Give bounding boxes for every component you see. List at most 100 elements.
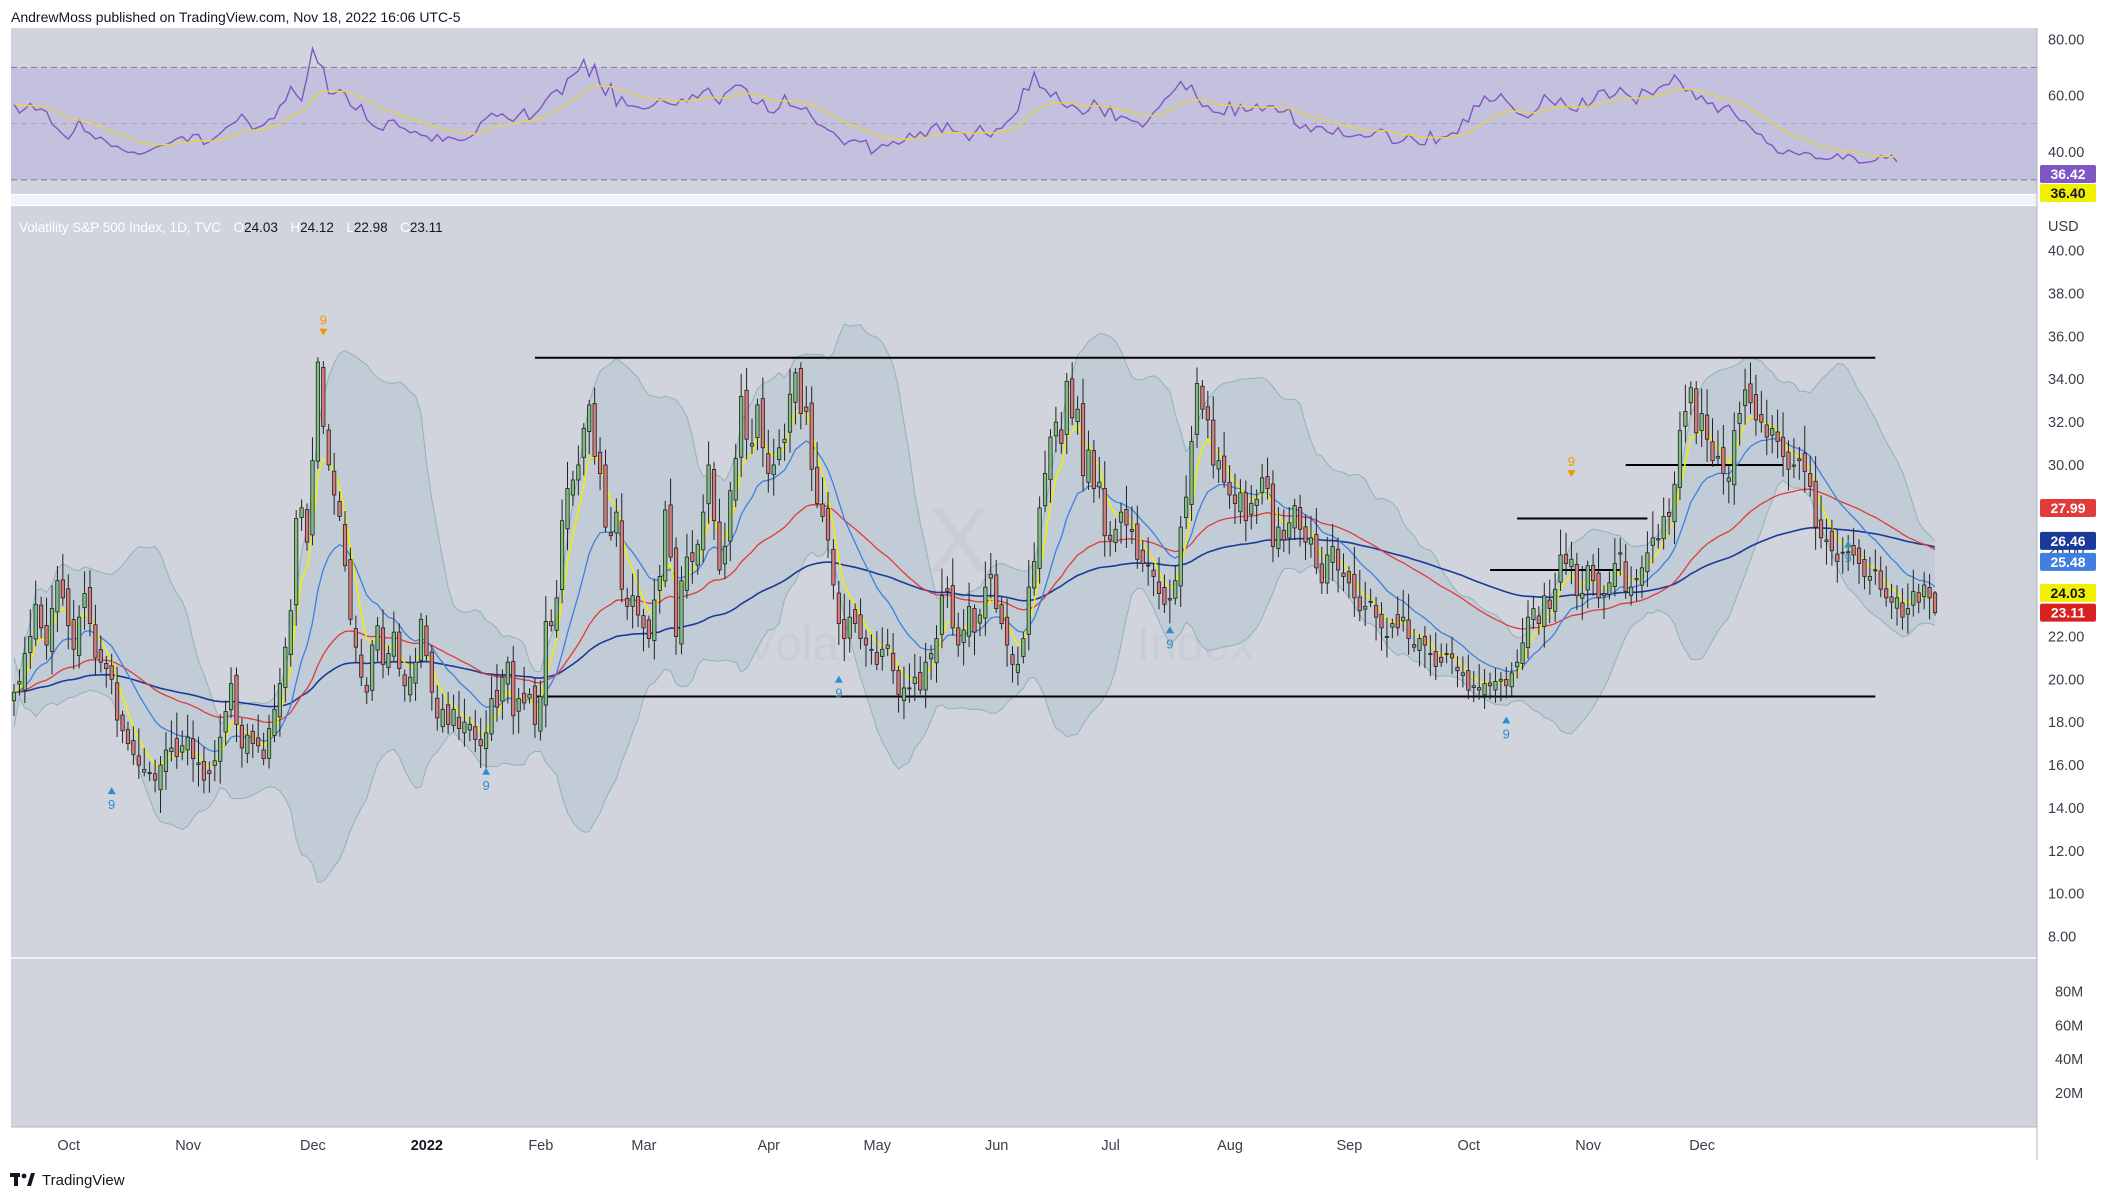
candle — [896, 665, 901, 713]
candle-body — [1715, 455, 1721, 459]
candle-body — [1867, 576, 1872, 581]
candle-body — [1363, 606, 1368, 610]
candle-body — [1775, 431, 1780, 442]
candle-body — [1319, 563, 1324, 584]
candle — [1498, 672, 1503, 702]
candle-body — [1216, 460, 1221, 470]
candle — [831, 539, 836, 600]
candle — [283, 637, 288, 703]
candle-body — [820, 503, 825, 517]
time-tick-label: Aug — [1217, 1138, 1243, 1154]
candle-body — [760, 398, 765, 449]
price-tick-label: 18.00 — [2048, 715, 2084, 731]
candle-body — [1531, 608, 1536, 620]
candle — [820, 477, 825, 523]
candle-body — [234, 674, 239, 725]
candle-body — [250, 730, 255, 745]
candle-body — [1444, 653, 1449, 655]
time-tick-label: Jun — [985, 1138, 1008, 1154]
candle — [1319, 546, 1324, 594]
candle-body — [304, 509, 310, 543]
candle — [1705, 389, 1710, 462]
candle — [1471, 670, 1476, 703]
candle-body — [994, 574, 999, 609]
candle — [467, 716, 472, 742]
candle-body — [1330, 546, 1335, 563]
candle-body — [1520, 642, 1525, 664]
candle — [760, 377, 765, 468]
footer-brand[interactable]: TradingView — [42, 1171, 125, 1189]
candle — [1004, 598, 1010, 667]
candle-body — [1916, 592, 1921, 603]
price-tag: 24.03 — [2040, 583, 2096, 602]
price-tag-label: 23.11 — [2051, 605, 2085, 621]
candle-body — [663, 509, 668, 582]
chart[interactable]: VIX, 1D Volatility S&P 500 Index 9999999… — [0, 0, 2109, 1163]
candle — [869, 634, 874, 665]
candle-body — [1677, 430, 1683, 488]
candle — [201, 746, 207, 794]
candle-body — [1580, 593, 1585, 599]
rsi-tag-label: 36.40 — [2050, 185, 2085, 201]
candle-body — [1080, 403, 1086, 477]
candle — [1238, 479, 1243, 524]
candle-body — [1710, 441, 1715, 462]
sequential-count: 9 — [320, 313, 327, 328]
price-tag: 27.99 — [2040, 499, 2096, 518]
candle — [1748, 362, 1753, 414]
candle-body — [597, 451, 603, 474]
time-tick-label: 2022 — [411, 1138, 443, 1154]
tradingview-logo-icon[interactable] — [10, 1172, 36, 1188]
candle-body — [364, 684, 369, 693]
candle-body — [228, 683, 234, 711]
candle — [1607, 571, 1612, 600]
candle — [1515, 649, 1520, 679]
candle — [153, 759, 158, 793]
candle — [1222, 431, 1227, 488]
candle — [1710, 418, 1715, 467]
rsi-tick-label: 60.00 — [2048, 89, 2084, 105]
candle — [1536, 606, 1541, 635]
candle-body — [565, 488, 570, 530]
candle-body — [272, 708, 277, 736]
sequential-mark: 9 — [1567, 454, 1576, 478]
candle-body — [1780, 436, 1786, 457]
price-tag-label: 27.99 — [2050, 500, 2085, 516]
candle — [245, 723, 250, 764]
triangle-up-icon — [1165, 626, 1174, 634]
candle — [1753, 374, 1759, 436]
candle — [1802, 425, 1807, 493]
candle — [1167, 579, 1172, 624]
candle-body — [657, 576, 662, 591]
candle-body — [863, 637, 869, 646]
candle — [1390, 618, 1395, 639]
candle — [1618, 537, 1623, 576]
volume-tick-label: 40M — [2055, 1052, 2083, 1068]
candle — [1770, 415, 1775, 454]
candle-body — [1922, 584, 1927, 598]
candle-body — [1911, 591, 1916, 606]
candle-body — [587, 404, 592, 432]
candle-body — [559, 520, 565, 590]
sequential-mark: 9 — [1502, 716, 1511, 741]
candle — [315, 357, 320, 469]
candle-body — [950, 585, 955, 629]
candle-body — [1862, 559, 1867, 577]
candle-body — [315, 361, 320, 462]
candle-body — [11, 691, 17, 702]
candle — [429, 645, 434, 711]
candle-body — [1802, 452, 1807, 472]
candle — [977, 608, 983, 637]
candle — [907, 663, 912, 703]
candle-body — [592, 403, 597, 457]
candle-body — [1525, 616, 1531, 649]
candle — [559, 499, 565, 604]
candle — [1140, 540, 1145, 572]
candle-body — [1411, 644, 1417, 648]
time-tick-label: Nov — [175, 1138, 202, 1154]
candle-body — [977, 614, 983, 624]
candle — [1243, 480, 1248, 542]
rsi-tag-label: 36.42 — [2050, 166, 2085, 182]
candle — [1900, 588, 1905, 630]
candle-body — [402, 674, 407, 687]
